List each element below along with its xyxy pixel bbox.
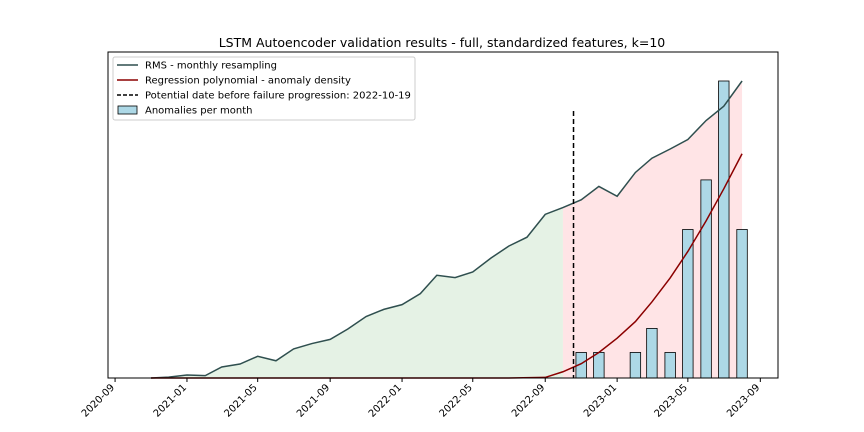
legend-label: RMS - monthly resampling bbox=[145, 61, 277, 72]
anomaly-bar bbox=[629, 352, 642, 379]
area-after-failure bbox=[562, 81, 743, 378]
axes-frame bbox=[107, 51, 779, 379]
anomaly-bar bbox=[718, 80, 730, 379]
legend-swatch-bar bbox=[117, 105, 138, 115]
anomaly-bar bbox=[593, 352, 605, 379]
legend-label: Potential date before failure progressio… bbox=[145, 91, 411, 102]
plot-area bbox=[150, 80, 748, 379]
anomaly-bar bbox=[646, 328, 658, 379]
legend-box bbox=[112, 56, 416, 121]
anomaly-bar bbox=[700, 179, 712, 379]
anomaly-bar bbox=[736, 229, 748, 379]
anomaly-bar bbox=[664, 352, 676, 379]
rms-line bbox=[150, 80, 743, 379]
legend-label: Anomalies per month bbox=[145, 106, 253, 117]
area-before-failure bbox=[151, 207, 563, 378]
legend-label: Regression polynomial - anomaly density bbox=[145, 76, 351, 87]
chart-title: LSTM Autoencoder validation results - fu… bbox=[219, 35, 666, 50]
legend: RMS - monthly resampling Regression polyn… bbox=[112, 56, 416, 121]
